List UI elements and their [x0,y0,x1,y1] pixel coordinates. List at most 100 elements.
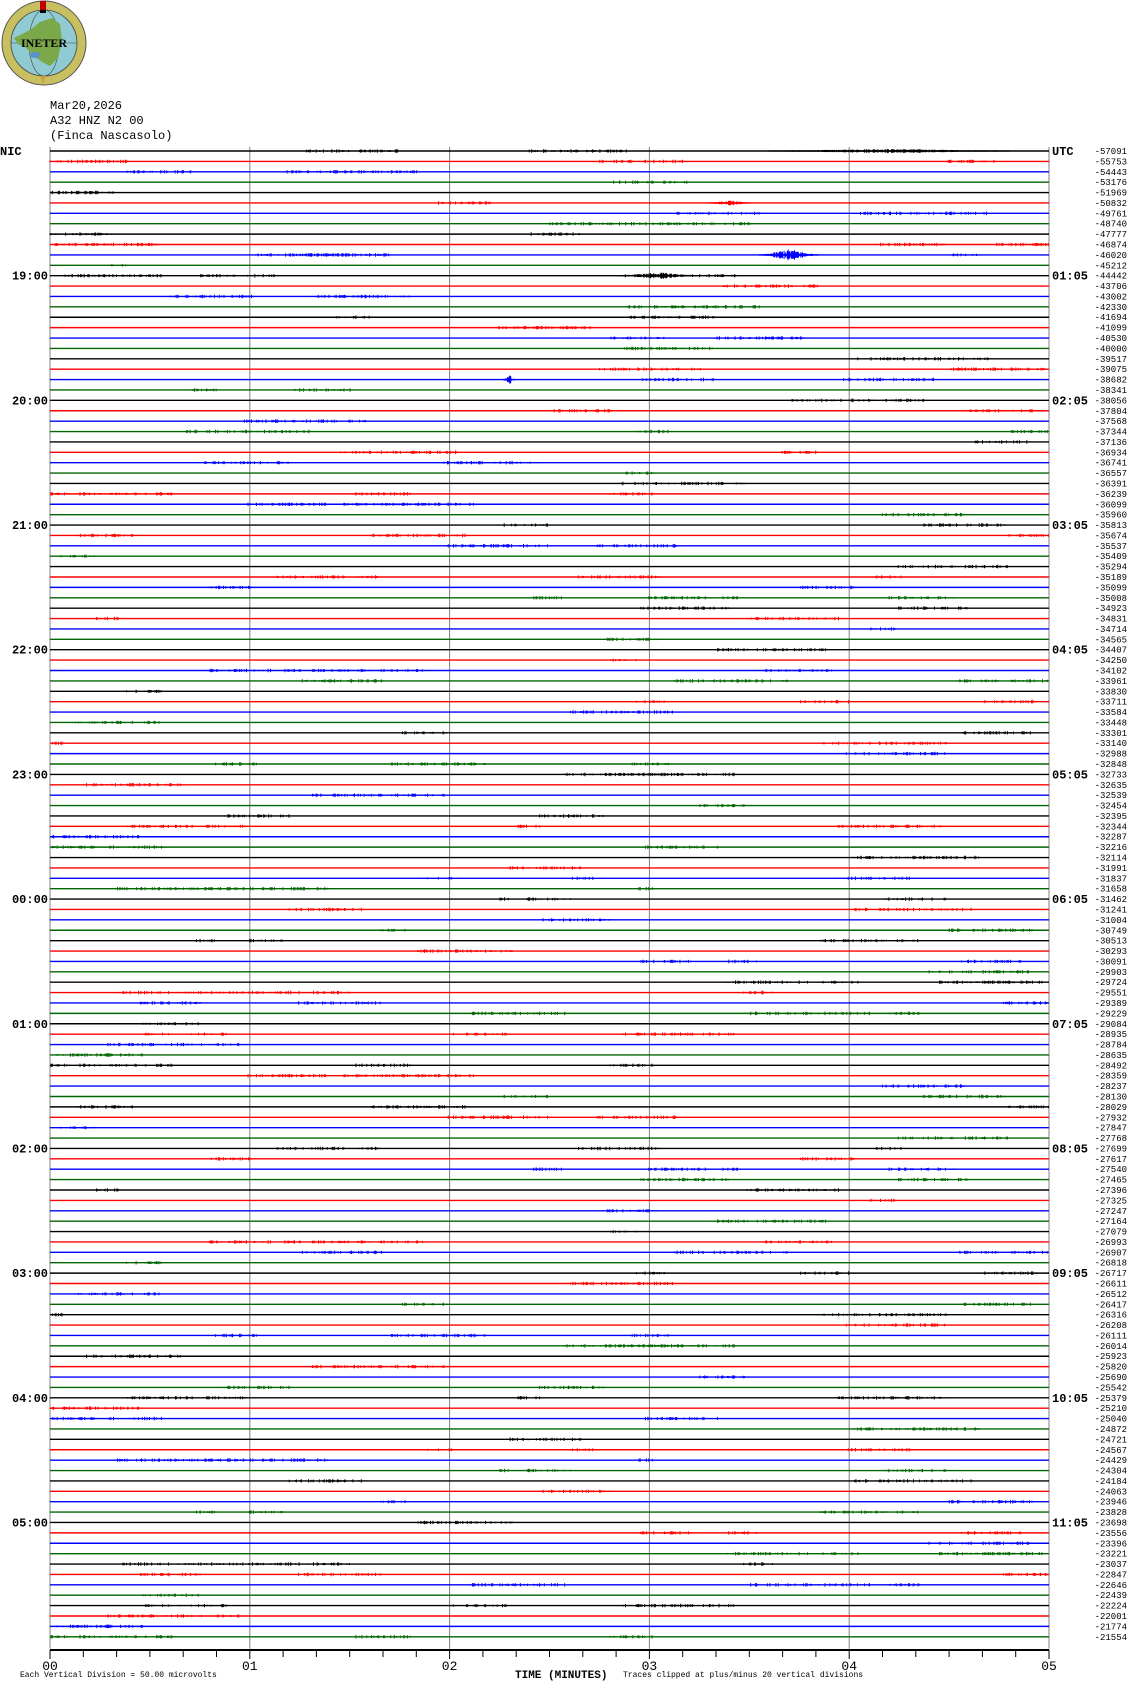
trace-offset-label: -33711 [1095,698,1127,708]
trace-offset-label: -26717 [1095,1269,1127,1279]
trace-signal [117,1458,653,1462]
trace-signal [533,1167,955,1171]
trace-offset-label: -27617 [1095,1155,1127,1165]
trace-offset-label: -28359 [1095,1072,1127,1082]
trace-signal [870,1198,896,1203]
trace-signal [447,544,678,548]
trace-offset-label: -31004 [1095,916,1127,926]
x-tick-label: 04 [841,1659,857,1674]
trace-signal [564,1344,735,1348]
trace-signal [288,1479,973,1483]
trace-offset-label: -22646 [1095,1581,1127,1591]
trace-offset-label: -33830 [1095,687,1127,697]
svg-text:INETER: INETER [21,36,67,50]
trace-offset-label: -23698 [1095,1518,1127,1528]
trace-signal [471,1011,920,1016]
trace-signal [845,751,947,756]
trace-offset-label: -29724 [1095,978,1127,988]
trace-offset-label: -30293 [1095,947,1127,957]
trace-offset-label: -34923 [1095,604,1127,614]
trace-offset-label: -38341 [1095,386,1127,396]
trace-signal [51,741,948,745]
trace-signal [726,980,1043,984]
trace-offset-label: -51969 [1095,189,1127,199]
trace-offset-label: -26316 [1095,1311,1127,1321]
trace-offset-label: -26512 [1095,1290,1127,1300]
trace-signal [402,731,1031,735]
trace-offset-label: -50832 [1095,199,1127,209]
trace-offset-label: -42330 [1095,303,1127,313]
trace-signal [49,159,996,164]
trace-signal [606,1209,657,1213]
trace-signal [139,1572,1049,1577]
trace-offset-label: -24063 [1095,1487,1127,1497]
trace-offset-label: -32848 [1095,760,1127,770]
trace-signal [340,450,819,455]
trace-signal [83,783,182,787]
trace-signal [853,1427,980,1431]
trace-offset-label: -44442 [1095,272,1127,282]
trace-signal [640,1177,968,1182]
trace-offset-label: -34831 [1095,615,1127,625]
trace-signal [51,1312,948,1317]
trace-signal [243,419,366,423]
trace-signal [853,855,980,860]
trace-signal [610,1230,637,1233]
trace-offset-label: -30513 [1095,937,1127,947]
trace-offset-label: -24184 [1095,1477,1127,1487]
trace-signal [380,1499,1036,1504]
trace-offset-label: -31241 [1095,905,1127,915]
trace-signal [857,357,989,361]
trace-signal [63,272,737,279]
trace-signal [186,429,1048,434]
trace-offset-label: -26907 [1095,1248,1127,1258]
trace-signal [974,440,1028,444]
trace-offset-label: -41694 [1095,313,1127,323]
trace-signal [897,564,1008,569]
trace-signal [142,1022,199,1026]
trace-offset-label: -40530 [1095,334,1127,344]
trace-offset-label: -26993 [1095,1238,1127,1248]
trace-offset-label: -21554 [1095,1633,1127,1643]
trace-offset-label: -26208 [1095,1321,1127,1331]
trace-offset-label: -32344 [1095,822,1127,832]
trace-offset-label: -35813 [1095,521,1127,531]
trace-signal [255,249,981,261]
trace-offset-label: -22439 [1095,1591,1127,1601]
trace-offset-label: -25210 [1095,1404,1127,1414]
trace-offset-label: -31991 [1095,864,1127,874]
trace-offset-label: -25923 [1095,1352,1127,1362]
trace-signal [51,1416,718,1421]
right-time-label: 03:05 [1052,519,1088,533]
trace-offset-label: -23946 [1095,1498,1127,1508]
trace-offset-label: -25690 [1095,1373,1127,1383]
trace-signal [610,336,805,340]
trace-offset-label: -33584 [1095,708,1127,718]
x-tick-label: 03 [642,1659,658,1674]
trace-offset-label: -25379 [1095,1394,1127,1404]
trace-offset-label: -47777 [1095,230,1127,240]
trace-signal [635,959,1022,964]
trace-signal [438,200,749,206]
trace-signal [503,1094,1005,1099]
trace-offset-label: -27396 [1095,1186,1127,1196]
trace-offset-label: -32635 [1095,781,1127,791]
trace-signal [75,533,1049,538]
trace-offset-label: -22847 [1095,1570,1127,1580]
right-time-label: 09:05 [1052,1267,1088,1281]
trace-signal [380,928,1036,932]
trace-offset-label: -25542 [1095,1383,1127,1393]
trace-signal [126,689,162,693]
trace-offset-label: -26417 [1095,1300,1127,1310]
trace-signal [127,824,948,829]
trace-signal [74,720,160,725]
left-time-label: 00:00 [12,893,48,907]
trace-signal [542,918,614,922]
trace-signal [215,762,669,766]
trace-offset-label: -41099 [1095,324,1127,334]
trace-offset-label: -28935 [1095,1030,1127,1040]
trace-signal [606,637,657,641]
trace-signal [312,1364,445,1369]
trace-offset-label: -27079 [1095,1228,1127,1238]
trace-offset-label: -27768 [1095,1134,1127,1144]
